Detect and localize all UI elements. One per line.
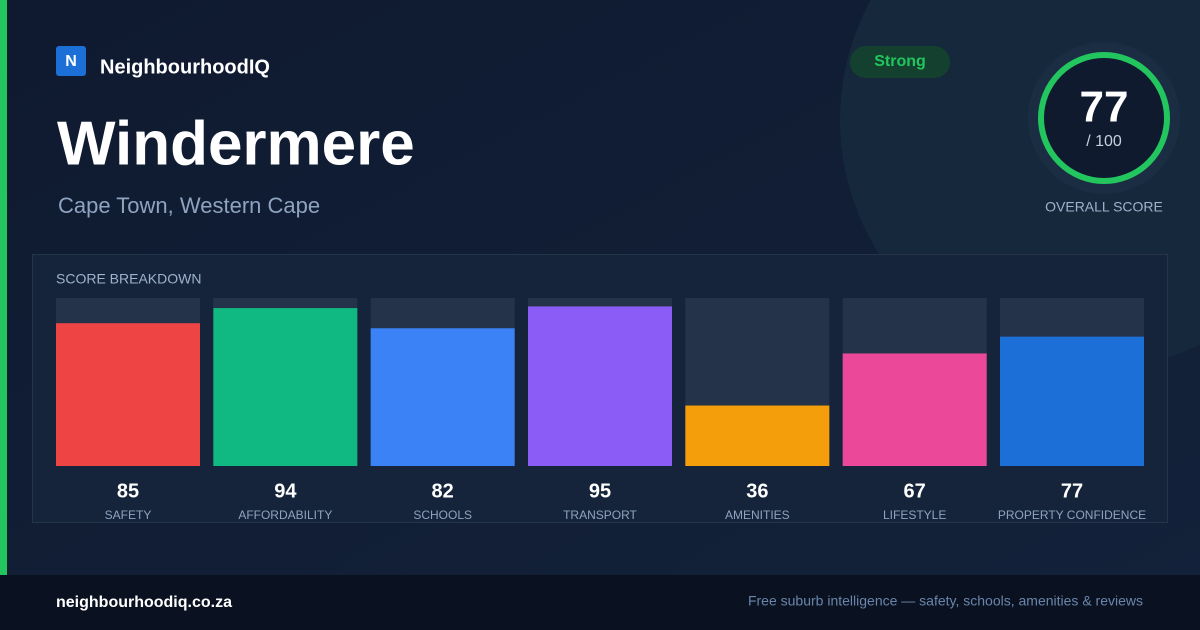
category-label: AFFORDABILITY [238,508,332,522]
footer-site: neighbourhoodiq.co.za [56,594,232,611]
category-label: SAFETY [105,508,152,522]
location: Cape Town, Western Cape [58,193,320,218]
bar [528,306,672,466]
badge-text: Strong [874,53,926,70]
category-label: TRANSPORT [563,508,637,522]
value-label: 85 [117,480,139,502]
footer-tagline: Free suburb intelligence — safety, schoo… [748,593,1143,609]
value-label: 95 [589,480,611,502]
value-label: 36 [746,480,768,502]
bar [213,308,358,466]
logo [56,46,86,76]
bar [1000,336,1144,466]
bar [370,328,515,466]
value-label: 77 [1061,480,1083,502]
value-label: 67 [904,480,926,502]
category-label: LIFESTYLE [883,508,946,522]
brand-name: NeighbourhoodIQ [100,56,270,78]
footer [0,575,1200,630]
overall-label: OVERALL SCORE [1045,199,1163,215]
bar [842,353,987,466]
category-label: AMENITIES [725,508,790,522]
title: Windermere [57,109,415,178]
bar [56,323,200,466]
overall-max: / 100 [1086,133,1122,150]
logo-letter: N [65,53,77,70]
bar [685,405,830,466]
category-label: SCHOOLS [413,508,472,522]
value-label: 82 [432,480,454,502]
accent-stripe [0,0,7,575]
gauge-ring [1038,52,1170,184]
category-label: PROPERTY CONFIDENCE [998,508,1146,522]
overall-score: 77 [1080,83,1129,132]
badge [850,46,950,78]
value-label: 94 [274,480,297,502]
breakdown-title: SCORE BREAKDOWN [56,271,201,287]
